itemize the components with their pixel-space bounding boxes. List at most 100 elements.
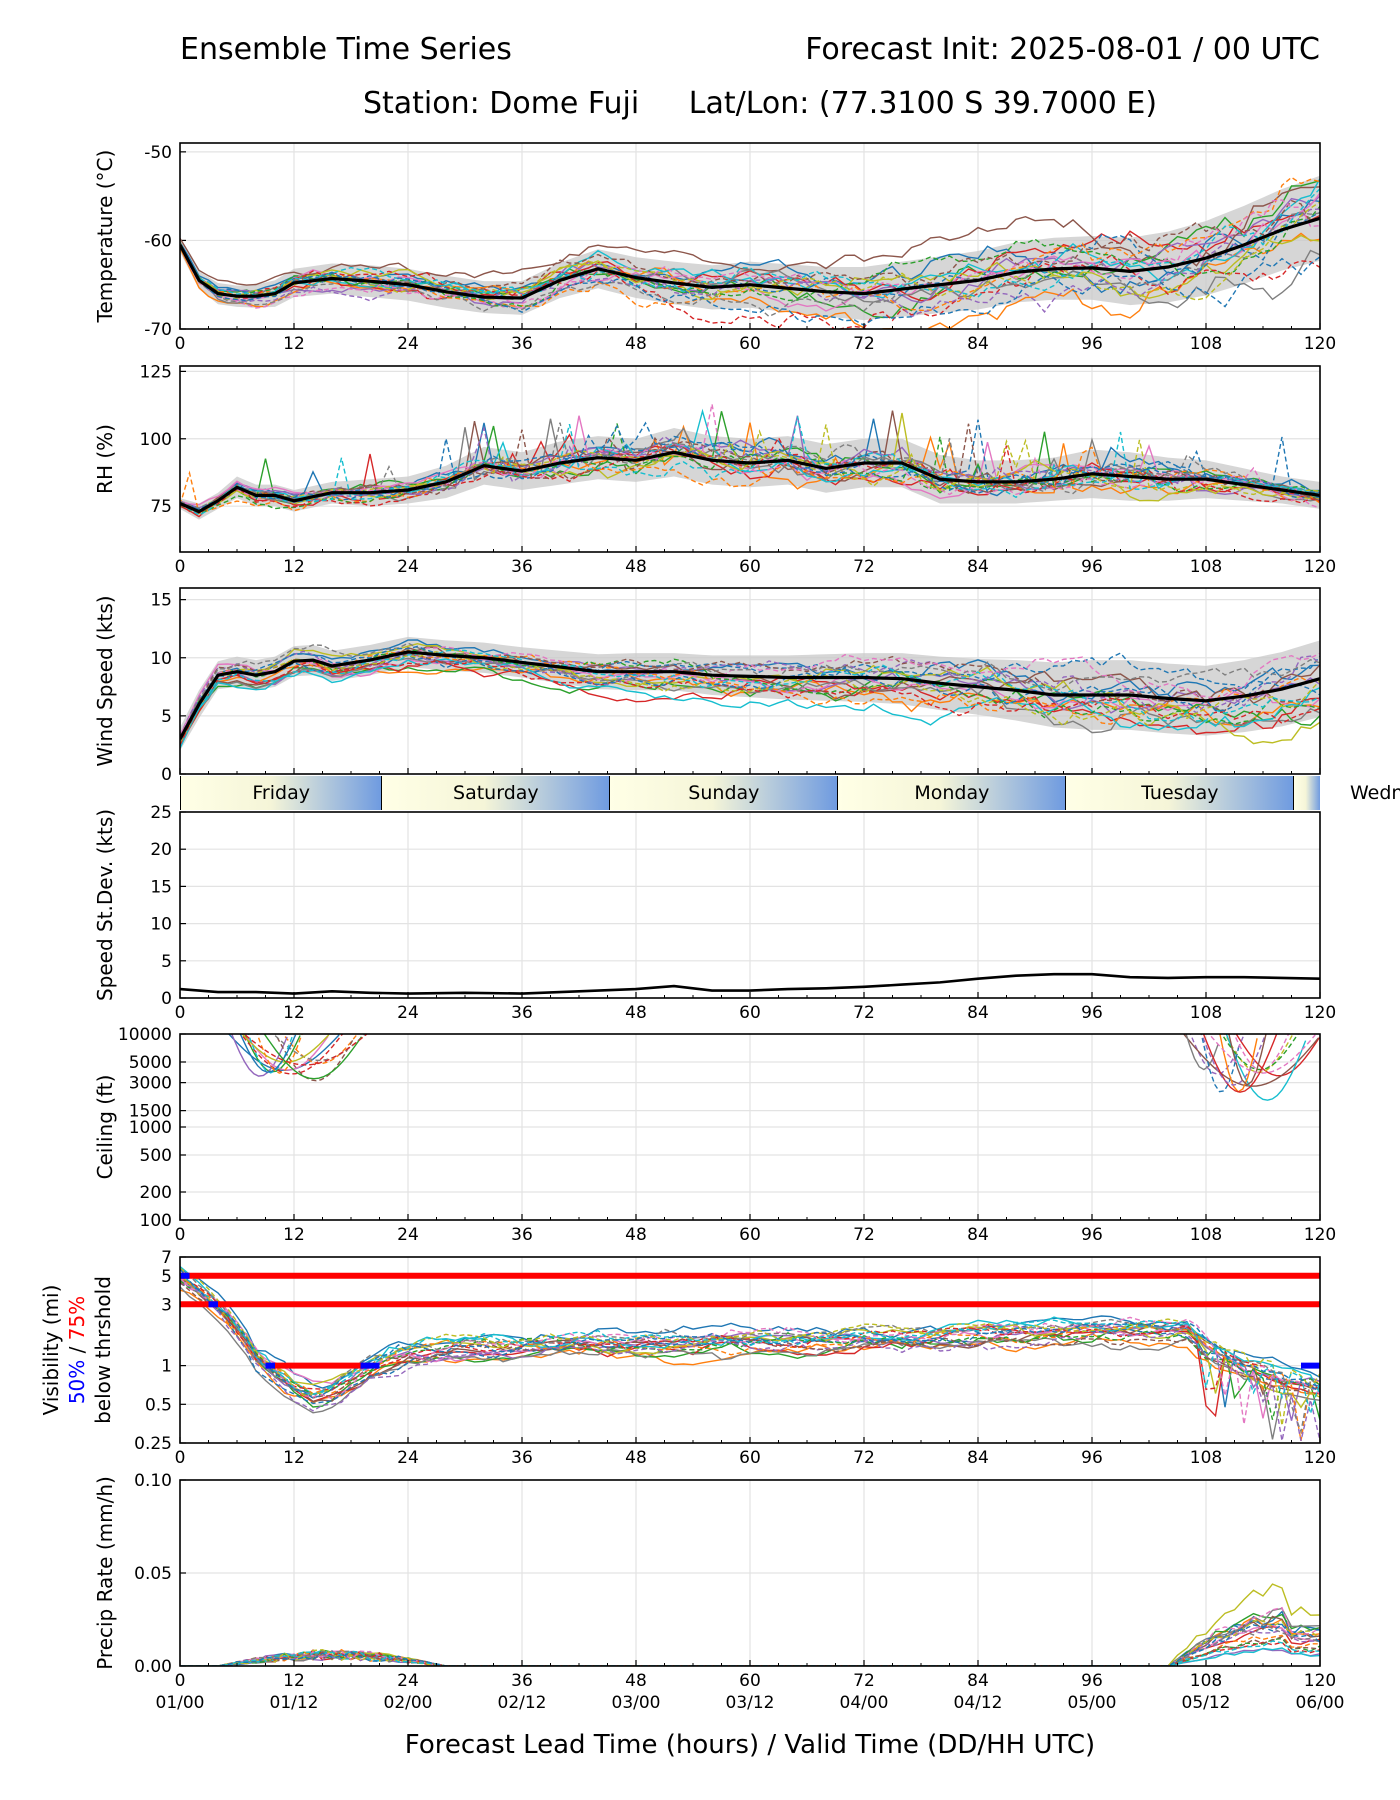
- rh-member-line: [180, 421, 1320, 511]
- visibility-ytick-label: 5: [161, 1267, 172, 1287]
- threshold-75-label: 75%: [65, 1296, 89, 1340]
- ceiling-xtick-label: 36: [511, 1225, 533, 1245]
- ceiling-ytick-label: 5000: [129, 1053, 172, 1073]
- visibility-axes: [179, 1257, 1321, 1443]
- precip-plot: [180, 1583, 1320, 1666]
- visibility-member-line: [180, 1268, 1320, 1399]
- rh-spread-band: [180, 428, 1320, 520]
- wind-speed-ytick-label: 15: [150, 591, 172, 611]
- temperature-ylabel: Temperature (°C): [93, 150, 117, 324]
- day-segment-wednesday: [1294, 776, 1320, 810]
- ceiling-ytick-label: 500: [140, 1146, 172, 1166]
- ceiling-member-line: [1224, 1034, 1294, 1074]
- day-label: Saturday: [453, 782, 539, 804]
- temperature-xtick-label: 60: [739, 334, 761, 354]
- rh-ytick-label: 75: [150, 497, 172, 517]
- rh-ytick-label: 125: [140, 362, 172, 382]
- ceiling-member-line: [239, 1034, 297, 1073]
- ceiling-xtick-label: 60: [739, 1225, 761, 1245]
- visibility-member-line: [180, 1282, 1320, 1441]
- visibility-member-line: [180, 1267, 1320, 1426]
- temperature-member-line: [180, 199, 1320, 295]
- precip-xtick-label: 12: [283, 1671, 305, 1691]
- speed-stdev-xtick-label: 36: [511, 1003, 533, 1023]
- speed-stdev-ytick-label: 25: [150, 803, 172, 823]
- wind-speed-member-line: [180, 652, 1320, 738]
- visibility-xtick-label: 84: [967, 1448, 989, 1468]
- speed-stdev-xtick-label: 96: [1081, 1003, 1103, 1023]
- ceiling-member-line: [227, 1034, 340, 1072]
- ceiling-xtick-label: 0: [175, 1225, 186, 1245]
- day-segment-monday: Monday: [838, 776, 1067, 810]
- rh-xtick-label: 36: [511, 557, 533, 577]
- temperature-member-line: [180, 188, 1320, 298]
- day-label: Tuesday: [1141, 782, 1219, 804]
- speed-stdev-ylabel: Speed St.Dev. (kts): [93, 809, 117, 1001]
- ceiling-member-line: [1220, 1034, 1299, 1071]
- visibility-member-line: [180, 1277, 1320, 1441]
- precip-xtick-label: 48: [625, 1671, 647, 1691]
- temperature-member-line: [180, 244, 1320, 327]
- wind-speed-ytick-label: 0: [161, 765, 172, 785]
- precip-validtime-label: 01/00: [156, 1693, 205, 1713]
- visibility-xtick-label: 12: [283, 1448, 305, 1468]
- precip-xtick-label: 108: [1190, 1671, 1222, 1691]
- temperature-member-line: [180, 244, 1320, 329]
- ceiling-member-line: [244, 1034, 301, 1073]
- ceiling-ylabel: Ceiling (ft): [93, 1075, 117, 1180]
- visibility-xtick-label: 24: [397, 1448, 419, 1468]
- temperature-member-line: [180, 199, 1320, 297]
- temperature-xtick-label: 36: [511, 334, 533, 354]
- speed-stdev-xtick-label: 108: [1190, 1003, 1222, 1023]
- ceiling-xtick-label: 96: [1081, 1225, 1103, 1245]
- ceiling-member-line: [263, 1034, 363, 1080]
- rh-ylabel: RH (%): [93, 424, 117, 494]
- temperature-xtick-label: 48: [625, 334, 647, 354]
- temperature-member-line: [180, 208, 1320, 318]
- rh-xtick-label: 48: [625, 557, 647, 577]
- ceiling-xtick-label: 120: [1304, 1225, 1336, 1245]
- ceiling-member-line: [1208, 1034, 1316, 1074]
- visibility-ytick-label: 3: [161, 1295, 172, 1315]
- day-of-week-bar: Friday Saturday Sunday Monday Tuesday Wednesd…: [180, 776, 1400, 810]
- speed-stdev-xtick-label: 72: [853, 1003, 875, 1023]
- wind-speed-member-line: [180, 645, 1320, 742]
- precip-xtick-label: 36: [511, 1671, 533, 1691]
- station-latlon: Lat/Lon: (77.3100 S 39.7000 E): [688, 86, 1158, 121]
- visibility-member-line: [180, 1269, 1320, 1435]
- temperature-member-line: [180, 178, 1320, 299]
- temperature-mean-line: [180, 216, 1320, 300]
- precip-validtime-label: 03/12: [726, 1693, 775, 1713]
- speed-stdev-xtick-label: 48: [625, 1003, 647, 1023]
- visibility-plot: [180, 1265, 1320, 1441]
- rh-xtick-label: 96: [1081, 557, 1103, 577]
- ceiling-member-line: [242, 1034, 368, 1066]
- temperature-xtick-label: 120: [1304, 334, 1336, 354]
- precip-validtime-label: 04/12: [954, 1693, 1003, 1713]
- precip-member-line: [180, 1635, 1320, 1666]
- speed-stdev-ytick-label: 5: [161, 952, 172, 972]
- visibility-xtick-label: 60: [739, 1448, 761, 1468]
- speed-stdev-xtick-label: 84: [967, 1003, 989, 1023]
- precip-member-line: [180, 1606, 1320, 1666]
- temperature-xtick-label: 72: [853, 334, 875, 354]
- ceiling-ytick-label: 10000: [118, 1025, 172, 1045]
- ceiling-ytick-label: 200: [140, 1183, 172, 1203]
- precip-member-line: [180, 1583, 1320, 1666]
- temperature-ytick-label: -70: [144, 320, 172, 340]
- temperature-xtick-label: 12: [283, 334, 305, 354]
- speed-stdev-xtick-label: 120: [1304, 1003, 1336, 1023]
- ceiling-member-line: [1235, 1034, 1320, 1077]
- x-axis-label: Forecast Lead Time (hours) / Valid Time …: [404, 1730, 1096, 1760]
- ceiling-xtick-label: 84: [967, 1225, 989, 1245]
- visibility-xtick-label: 48: [625, 1448, 647, 1468]
- wind-speed-ytick-label: 5: [161, 707, 172, 727]
- precip-validtime-label: 06/00: [1296, 1693, 1345, 1713]
- forecast-init-label: Forecast Init: 2025-08-01 / 00 UTC: [805, 32, 1320, 67]
- visibility-ytick-label: 0.5: [145, 1395, 172, 1415]
- day-segment-friday: Friday: [180, 776, 383, 810]
- ceiling-xtick-label: 12: [283, 1225, 305, 1245]
- precip-ytick-label: 0.05: [134, 1564, 172, 1584]
- temperature-member-line: [180, 201, 1320, 301]
